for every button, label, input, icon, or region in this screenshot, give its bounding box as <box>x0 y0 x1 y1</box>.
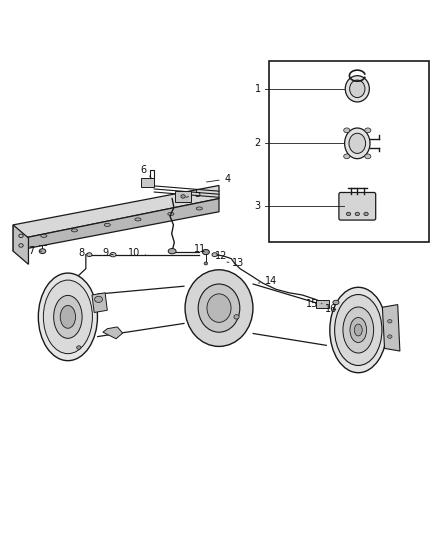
FancyBboxPatch shape <box>339 192 376 220</box>
Ellipse shape <box>365 128 371 133</box>
Ellipse shape <box>349 133 366 154</box>
Ellipse shape <box>354 324 362 336</box>
Ellipse shape <box>345 76 369 102</box>
Ellipse shape <box>212 253 217 257</box>
Ellipse shape <box>335 295 382 366</box>
Text: 4: 4 <box>206 174 231 184</box>
Ellipse shape <box>333 300 339 304</box>
Text: 14: 14 <box>258 276 278 286</box>
Ellipse shape <box>39 249 46 254</box>
Ellipse shape <box>43 280 92 354</box>
Text: 7: 7 <box>28 246 42 256</box>
Ellipse shape <box>39 273 97 361</box>
Ellipse shape <box>350 318 367 343</box>
Ellipse shape <box>350 80 365 98</box>
Ellipse shape <box>95 296 102 302</box>
Ellipse shape <box>234 314 239 319</box>
Ellipse shape <box>87 253 92 257</box>
Text: 15: 15 <box>306 298 322 309</box>
Ellipse shape <box>207 294 231 322</box>
Ellipse shape <box>168 248 176 254</box>
Bar <box>141 177 154 187</box>
Text: 1: 1 <box>254 84 261 94</box>
Ellipse shape <box>196 207 202 210</box>
Text: 10: 10 <box>127 248 145 259</box>
Ellipse shape <box>345 128 370 159</box>
Bar <box>316 300 328 308</box>
Polygon shape <box>13 225 28 264</box>
Ellipse shape <box>364 212 368 216</box>
Ellipse shape <box>355 212 360 216</box>
Text: 5: 5 <box>186 189 200 199</box>
Text: 8: 8 <box>78 248 88 259</box>
Bar <box>269 61 429 243</box>
Polygon shape <box>382 304 400 351</box>
Text: 11: 11 <box>194 244 206 254</box>
Ellipse shape <box>168 213 174 215</box>
Text: 9: 9 <box>102 248 113 259</box>
Ellipse shape <box>185 270 253 346</box>
Ellipse shape <box>110 253 116 257</box>
Ellipse shape <box>202 249 209 255</box>
Bar <box>175 191 191 201</box>
Ellipse shape <box>41 235 47 237</box>
Polygon shape <box>13 199 219 251</box>
Ellipse shape <box>365 154 371 159</box>
Polygon shape <box>103 327 123 339</box>
Ellipse shape <box>198 284 240 332</box>
Ellipse shape <box>135 218 141 221</box>
Ellipse shape <box>346 212 351 216</box>
Text: 3: 3 <box>254 201 261 211</box>
Ellipse shape <box>104 223 110 227</box>
Ellipse shape <box>344 154 350 159</box>
Text: 2: 2 <box>254 139 261 148</box>
Ellipse shape <box>330 287 387 373</box>
Ellipse shape <box>60 305 76 328</box>
Ellipse shape <box>77 346 81 349</box>
Ellipse shape <box>204 262 208 265</box>
Text: 12: 12 <box>215 252 227 261</box>
Polygon shape <box>92 293 107 312</box>
Text: 13: 13 <box>227 258 244 268</box>
Ellipse shape <box>343 307 374 353</box>
Text: 16: 16 <box>325 304 337 314</box>
Polygon shape <box>13 185 219 240</box>
Ellipse shape <box>71 229 78 232</box>
Ellipse shape <box>181 195 185 198</box>
Ellipse shape <box>344 128 350 133</box>
Ellipse shape <box>388 335 392 338</box>
Ellipse shape <box>388 319 392 323</box>
Ellipse shape <box>53 295 82 338</box>
Text: 6: 6 <box>141 165 151 177</box>
